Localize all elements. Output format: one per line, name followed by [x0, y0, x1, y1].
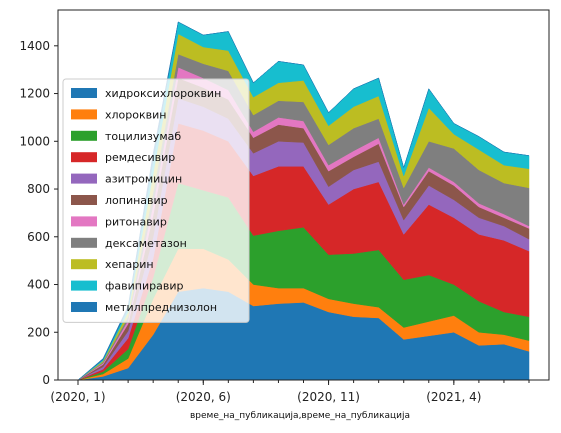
legend-entry: тоцилизумаб [105, 130, 181, 143]
legend-entry: ритонавир [105, 215, 167, 228]
legend-entry: хлороквин [105, 108, 166, 121]
y-axis: 0 200 400 600 800 1000 1200 1400 [19, 39, 58, 387]
x-axis: (2020, 1) (2020, 6) (2020, 11) (2021, 4) [50, 380, 530, 404]
legend-entry: фавипиравир [105, 280, 183, 293]
x-tick-label: (2021, 4) [426, 390, 481, 404]
legend-swatch [71, 109, 97, 120]
legend-swatch [71, 280, 97, 291]
x-tick-label: (2020, 1) [50, 390, 105, 404]
legend-entry: дексаметазон [105, 237, 187, 250]
x-tick-label: (2020, 6) [176, 390, 231, 404]
legend-swatch [71, 195, 97, 205]
y-tick-label: 1400 [19, 39, 50, 53]
legend-box [62, 78, 250, 323]
legend: хидроксихлороквин хлороквин тоцилизумаб рем… [62, 78, 250, 323]
legend-entry: метилпреднизолон [105, 301, 217, 314]
legend-entry: ремдесивир [105, 151, 175, 164]
legend-swatch [71, 302, 97, 312]
legend-entry: хидроксихлороквин [105, 87, 221, 100]
legend-swatch [71, 130, 97, 141]
y-tick-label: 1000 [19, 134, 50, 148]
legend-swatch [71, 88, 97, 98]
y-tick-label: 800 [27, 182, 50, 196]
x-tick-label: (2020, 11) [297, 390, 360, 404]
y-tick-label: 0 [42, 373, 50, 387]
legend-swatch [71, 237, 97, 248]
legend-entry: лопинавир [105, 194, 168, 207]
legend-entry: хепарин [105, 258, 154, 271]
area-11 [77, 21, 530, 381]
y-tick-label: 400 [27, 278, 50, 292]
x-axis-label: време_на_публикација,време_на_публикациј… [190, 411, 410, 421]
legend-entry: азитромицин [105, 173, 182, 186]
legend-swatch [71, 173, 97, 184]
legend-swatch [71, 259, 97, 270]
y-tick-label: 600 [27, 230, 50, 244]
y-tick-label: 200 [27, 325, 50, 339]
legend-swatch [71, 152, 97, 163]
legend-swatch [71, 216, 97, 227]
y-tick-label: 1200 [19, 87, 50, 101]
